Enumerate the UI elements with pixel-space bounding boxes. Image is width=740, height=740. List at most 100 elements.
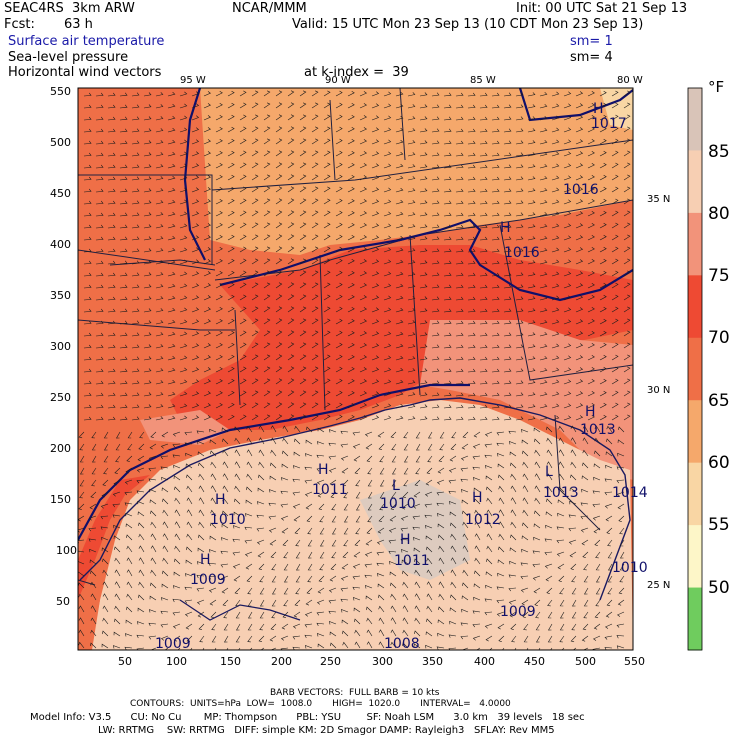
wind-barb	[367, 491, 373, 499]
wind-barb	[239, 306, 247, 313]
wind-barb	[210, 497, 217, 505]
wind-barb	[599, 414, 607, 421]
wind-barb	[479, 200, 488, 205]
wind-barb	[155, 320, 164, 325]
wind-barb	[342, 551, 349, 558]
wind-barb	[191, 391, 200, 397]
wind-barb	[472, 610, 481, 614]
wind-barb	[88, 538, 97, 542]
wind-barb	[299, 90, 307, 97]
wind-barb	[137, 607, 145, 613]
wind-barb	[527, 164, 536, 169]
wind-barb	[587, 235, 595, 241]
wind-barb	[556, 539, 565, 544]
wind-barb	[390, 431, 397, 438]
wind-barb	[126, 557, 133, 565]
wind-barb	[119, 368, 128, 373]
wind-barb	[167, 175, 176, 181]
wind-barb	[283, 551, 289, 559]
wind-barb	[323, 342, 331, 349]
wind-barb	[412, 526, 421, 531]
wind-barb	[107, 320, 116, 325]
wind-barb	[131, 344, 140, 349]
wind-barb	[172, 454, 181, 458]
wind-barb	[474, 498, 481, 505]
wind-barb	[449, 511, 457, 517]
wind-barb	[167, 283, 176, 289]
wind-barb	[331, 527, 337, 535]
wind-barb	[95, 128, 104, 133]
wind-barb	[455, 188, 464, 193]
wind-barb	[299, 402, 307, 409]
wind-barb	[551, 379, 560, 385]
wind-barb	[455, 344, 464, 349]
wind-barb	[335, 198, 343, 205]
wind-barb	[167, 91, 176, 97]
wind-barb	[233, 511, 241, 517]
wind-barb	[311, 282, 319, 289]
wind-barb	[155, 128, 164, 133]
wind-barb	[143, 116, 152, 121]
wind-barb	[340, 575, 349, 581]
wind-barb	[263, 306, 271, 313]
wind-barb	[623, 378, 631, 385]
wind-barb	[491, 380, 500, 385]
wind-barb	[191, 415, 200, 421]
wind-barb	[251, 318, 259, 325]
wind-barb	[604, 647, 613, 650]
wind-barb	[227, 378, 235, 385]
wind-barb	[83, 176, 92, 181]
wind-barb	[619, 539, 625, 547]
wind-barb	[221, 523, 229, 529]
wind-barb	[191, 331, 200, 337]
wind-barb	[275, 402, 283, 409]
wind-barb	[419, 152, 428, 157]
wind-barb	[455, 356, 464, 361]
wind-barb	[311, 390, 319, 397]
wind-barb	[79, 455, 85, 463]
wind-barb	[148, 467, 157, 472]
coastline	[79, 397, 631, 601]
wind-barb	[439, 431, 445, 439]
wind-barb	[323, 162, 331, 169]
wind-barb	[186, 497, 193, 505]
wind-barb	[304, 645, 313, 649]
wind-barb	[107, 344, 116, 349]
wind-barb	[511, 635, 517, 643]
wind-barb	[503, 92, 512, 97]
colorbar-label: 60	[708, 453, 730, 473]
wind-barb	[260, 647, 265, 650]
wind-barb	[551, 151, 560, 157]
wind-barb	[91, 443, 97, 451]
wind-barb	[131, 128, 140, 133]
wind-barb	[155, 308, 164, 313]
wind-barb	[592, 515, 601, 521]
wind-barb	[299, 390, 307, 397]
wind-barb	[551, 259, 560, 265]
wind-barb	[167, 331, 176, 337]
wind-barb	[378, 443, 385, 450]
wind-barb	[623, 258, 631, 265]
wind-barb	[623, 234, 631, 241]
lat-label: 25 N	[647, 580, 670, 591]
wind-barb	[359, 199, 368, 205]
wind-barb	[419, 164, 428, 169]
wind-barb	[359, 415, 368, 421]
wind-barb	[371, 223, 380, 229]
wind-barb	[251, 390, 259, 397]
wind-barb	[160, 623, 169, 628]
wind-barb	[395, 319, 404, 325]
wind-barb	[407, 188, 416, 193]
wind-barb	[281, 623, 289, 630]
wind-barb	[535, 623, 541, 631]
wind-barb	[376, 562, 385, 567]
wind-barb	[455, 416, 464, 421]
wind-barb	[239, 402, 247, 409]
wind-barb	[222, 461, 229, 469]
wind-barb	[491, 392, 500, 397]
wind-barb	[292, 491, 301, 496]
wind-barb	[316, 622, 325, 627]
wind-barb	[431, 308, 440, 313]
x-tick: 550	[624, 655, 645, 668]
wind-barb	[167, 307, 176, 313]
